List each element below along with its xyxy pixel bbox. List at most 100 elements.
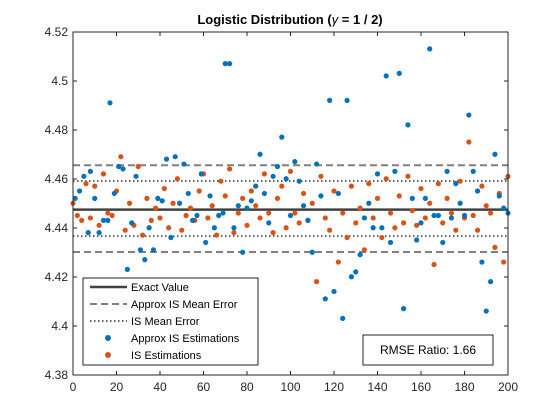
point-is-estimations-96 [488,210,494,216]
point-approx-is-estimations-18 [146,225,152,231]
legend-label-approx-is-mean-error: Approx IS Mean Error [131,299,238,311]
point-is-estimations-42 [253,203,259,209]
x-tick-label: 120 [324,380,344,394]
point-approx-is-estimations-26 [181,161,187,167]
rmse-box [362,334,494,366]
legend-label-is-mean-error: IS Mean Error [131,316,200,328]
legend-box [82,277,259,366]
x-tick-label: 180 [454,380,474,394]
point-is-estimations-27 [187,205,194,211]
point-approx-is-estimations-7 [100,217,107,223]
point-is-estimations-13 [126,200,133,206]
point-approx-is-estimations-80 [414,237,420,243]
point-is-estimations-85 [440,220,446,226]
point-is-estimations-1 [74,212,80,219]
point-is-estimations-6 [96,222,102,228]
point-approx-is-estimations-21 [159,198,165,204]
point-is-estimations-84 [435,181,441,187]
point-approx-is-estimations-66 [353,269,359,275]
point-approx-is-estimations-22 [163,156,170,162]
point-is-estimations-66 [357,205,363,211]
point-approx-is-estimations-31 [203,239,209,246]
point-approx-is-estimations-99 [496,193,502,199]
point-is-estimations-5 [92,183,98,189]
point-approx-is-estimations-53 [296,178,302,184]
point-is-estimations-53 [300,190,307,197]
point-approx-is-estimations-59 [322,296,328,302]
point-approx-is-estimations-57 [314,161,320,167]
point-approx-is-estimations-42 [248,198,254,204]
point-approx-is-estimations-54 [300,203,307,209]
point-approx-is-estimations-71 [374,171,381,177]
x-tick-label: 100 [280,380,300,394]
point-is-estimations-62 [340,210,346,216]
y-tick-label: 4.4 [51,319,68,333]
point-is-estimations-63 [344,234,350,241]
point-is-estimations-43 [257,215,263,221]
point-is-estimations-74 [392,225,398,231]
point-is-estimations-75 [396,193,402,199]
point-approx-is-estimations-62 [335,190,341,197]
point-approx-is-estimations-49 [279,134,285,140]
point-is-estimations-3 [83,181,89,187]
point-is-estimations-33 [213,232,220,238]
point-is-estimations-7 [100,171,107,177]
point-is-estimations-72 [383,176,389,182]
point-approx-is-estimations-70 [370,225,376,231]
point-is-estimations-36 [227,166,233,172]
x-tick-label: 140 [367,380,387,394]
y-axis: 4.38 4.4 4.42 4.44 4.46 4.48 4.5 4.52 [45,25,508,382]
point-is-estimations-2 [79,217,85,223]
point-approx-is-estimations-98 [492,151,498,157]
point-approx-is-estimations-52 [292,159,298,165]
legend-label-is-estimations: IS Estimations [131,350,202,362]
point-approx-is-estimations-81 [418,220,424,226]
legend-marker-approx-is-estimations [105,335,111,341]
point-is-estimations-38 [235,210,241,216]
x-axis: 0 20 40 60 80 100 120 140 160 180 200 [70,32,518,394]
point-approx-is-estimations-100 [501,205,507,211]
point-approx-is-estimations-89 [453,181,459,187]
point-approx-is-estimations-56 [309,249,315,255]
point-approx-is-estimations-11 [116,163,122,170]
point-approx-is-estimations-74 [387,239,394,246]
y-tick-label: 4.5 [51,74,68,88]
point-is-estimations-40 [244,222,250,228]
y-tick-label: 4.52 [45,25,69,39]
point-approx-is-estimations-6 [96,230,102,236]
point-approx-is-estimations-96 [483,308,489,314]
point-approx-is-estimations-15 [133,173,139,179]
point-is-estimations-82 [427,200,433,206]
point-is-estimations-8 [105,210,111,216]
point-approx-is-estimations-24 [172,154,178,160]
point-is-estimations-81 [422,215,428,221]
point-approx-is-estimations-46 [266,220,272,226]
point-is-estimations-48 [279,183,285,189]
point-is-estimations-39 [240,195,246,201]
series-approx-is-estimations [72,46,511,321]
point-approx-is-estimations-55 [305,217,311,223]
point-approx-is-estimations-60 [327,97,333,103]
point-is-estimations-56 [314,279,320,285]
point-approx-is-estimations-28 [190,217,196,223]
point-is-estimations-52 [296,220,302,226]
point-approx-is-estimations-76 [396,70,402,76]
point-is-estimations-65 [353,220,359,226]
y-tick-label: 4.44 [45,221,69,235]
point-approx-is-estimations-97 [488,279,494,285]
point-is-estimations-71 [379,234,385,241]
point-is-estimations-88 [453,227,459,233]
point-approx-is-estimations-39 [235,203,241,209]
point-approx-is-estimations-29 [194,212,200,219]
y-tick-label: 4.48 [45,123,69,137]
legend-marker-is-estimations [105,352,111,358]
y-tick-label: 4.38 [45,368,69,382]
point-is-estimations-60 [331,188,337,194]
point-is-estimations-9 [109,212,115,219]
point-approx-is-estimations-35 [220,210,226,216]
point-approx-is-estimations-37 [227,61,233,67]
point-approx-is-estimations-72 [379,225,385,231]
point-approx-is-estimations-45 [261,190,267,197]
